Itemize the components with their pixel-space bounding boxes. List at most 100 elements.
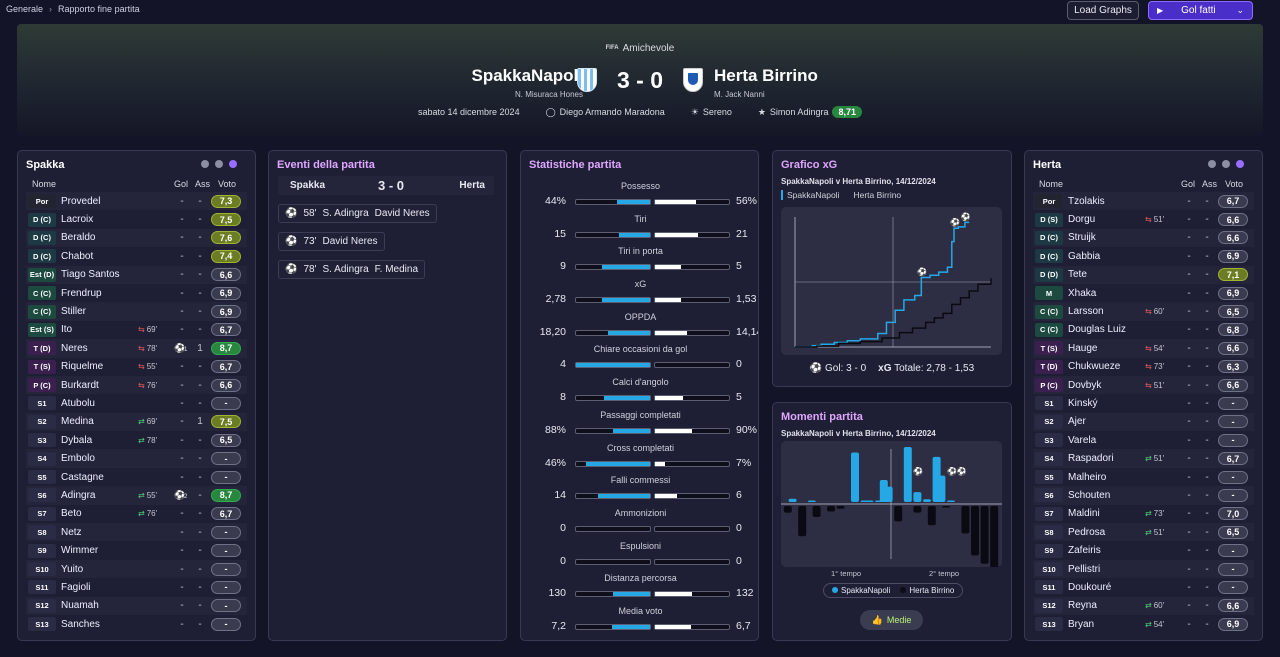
player-row[interactable]: P (C) Burkardt ⇆ 76' - -6,6 — [26, 375, 247, 395]
player-name[interactable]: Burkardt — [61, 379, 99, 391]
player-name[interactable]: Ito — [61, 324, 73, 336]
player-name[interactable]: Adingra — [61, 489, 96, 501]
player-row[interactable]: Est (S) Ito ⇆ 69' - -6,7 — [26, 321, 247, 339]
medie-button[interactable]: 👍 Medie — [860, 610, 923, 630]
gol-fatti-dropdown[interactable]: ▶ Gol fatti ⌄ — [1148, 1, 1253, 20]
col-ass[interactable]: Ass — [195, 179, 211, 189]
player-row[interactable]: S12 Nuamah - - - — [26, 596, 247, 615]
player-name[interactable]: Embolo — [61, 453, 95, 465]
player-name[interactable]: Tzolakis — [1068, 195, 1105, 207]
event-item[interactable]: ⚽ 78' S. Adingra F. Medina — [278, 260, 426, 279]
player-row[interactable]: T (S) Hauge ⇆ 54' - -6,6 — [1033, 339, 1254, 358]
event-item[interactable]: ⚽ 73' David Neres — [278, 232, 385, 251]
player-name[interactable]: Dovbyk — [1068, 379, 1102, 391]
player-name[interactable]: Frendrup — [61, 287, 102, 299]
dot-icon[interactable] — [1208, 160, 1216, 168]
player-row[interactable]: S12 Reyna ⇄ 60' - -6,6 — [1033, 596, 1254, 615]
away-team-name[interactable]: Herta Birrino — [714, 66, 818, 85]
player-row[interactable]: S1 Kinský - - - — [1033, 394, 1254, 412]
player-row[interactable]: T (D) Neres ⇆ 78' ⚽ 1 1 8,7 — [26, 339, 247, 358]
player-row[interactable]: T (D) Chukwueze ⇆ 73' - -6,3 — [1033, 358, 1254, 376]
xg-legend-home[interactable]: SpakkaNapoli — [781, 190, 839, 200]
player-row[interactable]: S5 Malheiro - - - — [1033, 468, 1254, 486]
player-row[interactable]: S9 Zafeiris - - - — [1033, 541, 1254, 559]
player-row[interactable]: S2 Medina ⇄ 69' - 1 7,5 — [26, 412, 247, 432]
player-row[interactable]: S13 Sanches - - - — [26, 615, 247, 633]
player-row[interactable]: S3 Dybala ⇄ 78' - -6,5 — [26, 431, 247, 449]
player-name[interactable]: Provedel — [61, 195, 101, 207]
player-row[interactable]: S10 Pellistri - - - — [1033, 559, 1254, 579]
dot-active-icon[interactable] — [229, 160, 237, 168]
xg-legend-away[interactable]: Herta Birrino — [853, 190, 902, 200]
player-row[interactable]: S10 Yuito - - - — [26, 559, 247, 579]
player-name[interactable]: Schouten — [1068, 489, 1111, 501]
player-name[interactable]: Stiller — [61, 306, 87, 318]
dot-icon[interactable] — [1222, 160, 1230, 168]
player-row[interactable]: P (C) Dovbyk ⇆ 51' - -6,6 — [1033, 375, 1254, 395]
player-row[interactable]: S5 Castagne - - - — [26, 468, 247, 486]
player-name[interactable]: Kinský — [1068, 397, 1098, 409]
player-name[interactable]: Ajer — [1068, 416, 1086, 428]
player-name[interactable]: Hauge — [1068, 342, 1098, 354]
player-name[interactable]: Douglas Luiz — [1068, 324, 1126, 336]
player-name[interactable]: Tete — [1068, 269, 1087, 281]
player-row[interactable]: S7 Maldini ⇄ 73' - -7,0 — [1033, 505, 1254, 523]
player-name[interactable]: Netz — [61, 526, 82, 538]
player-name[interactable]: Pellistri — [1068, 563, 1101, 575]
moments-legend-home[interactable]: SpakkaNapoli — [832, 586, 890, 595]
col-gol[interactable]: Gol — [1181, 179, 1196, 189]
player-name[interactable]: Zafeiris — [1068, 545, 1101, 557]
player-row[interactable]: S2 Ajer - - - — [1033, 412, 1254, 432]
player-row[interactable]: S13 Bryan ⇄ 54' - -6,9 — [1033, 615, 1254, 633]
player-row[interactable]: S8 Pedrosa ⇄ 51' - -6,5 — [1033, 523, 1254, 542]
player-name[interactable]: Struijk — [1068, 232, 1096, 244]
event-item[interactable]: ⚽ 58' S. Adingra David Neres — [278, 204, 437, 223]
player-name[interactable]: Doukouré — [1068, 581, 1112, 593]
player-name[interactable]: Raspadori — [1068, 453, 1114, 465]
col-voto[interactable]: Voto — [218, 179, 237, 189]
player-row[interactable]: D (C) Chabot - -7,4 — [26, 247, 247, 265]
player-row[interactable]: C (C) Larsson ⇆ 60' - -6,5 — [1033, 302, 1254, 321]
player-row[interactable]: S4 Raspadori ⇄ 51' - -6,7 — [1033, 449, 1254, 468]
player-name[interactable]: Reyna — [1068, 600, 1097, 612]
player-row[interactable]: S7 Beto ⇄ 76' - -6,7 — [26, 505, 247, 523]
player-name[interactable]: Tiago Santos — [61, 269, 120, 281]
player-name[interactable]: Dybala — [61, 434, 93, 446]
player-row[interactable]: S8 Netz - - - — [26, 523, 247, 542]
player-name[interactable]: Xhaka — [1068, 287, 1097, 299]
player-name[interactable]: Beraldo — [61, 232, 96, 244]
player-name[interactable]: Maldini — [1068, 508, 1100, 520]
col-name[interactable]: Nome — [32, 179, 57, 189]
dot-active-icon[interactable] — [1236, 160, 1244, 168]
col-ass[interactable]: Ass — [1202, 179, 1218, 189]
player-row[interactable]: S3 Varela - - - — [1033, 431, 1254, 449]
player-name[interactable]: Lacroix — [61, 214, 94, 226]
player-row[interactable]: D (S) Dorgu ⇆ 51' - -6,6 — [1033, 210, 1254, 228]
home-team-name[interactable]: SpakkaNapoli — [471, 66, 584, 85]
player-name[interactable]: Larsson — [1068, 306, 1104, 318]
load-graphs-button[interactable]: Load Graphs — [1067, 1, 1139, 20]
player-name[interactable]: Pedrosa — [1068, 526, 1106, 538]
player-name[interactable]: Wimmer — [61, 545, 99, 557]
player-name[interactable]: Riquelme — [61, 361, 104, 373]
player-row[interactable]: S9 Wimmer - - - — [26, 541, 247, 559]
player-name[interactable]: Medina — [61, 416, 94, 428]
player-name[interactable]: Castagne — [61, 471, 104, 483]
player-row[interactable]: S6 Adingra ⇄ 55' ⚽ 2 -8,7 — [26, 486, 247, 505]
player-row[interactable]: S6 Schouten - - - — [1033, 486, 1254, 505]
player-row[interactable]: D (C) Beraldo - -7,6 — [26, 228, 247, 248]
col-gol[interactable]: Gol — [174, 179, 189, 189]
player-name[interactable]: Chabot — [61, 250, 94, 262]
player-row[interactable]: C (C) Stiller - -6,9 — [26, 302, 247, 321]
player-name[interactable]: Atubolu — [61, 397, 95, 409]
player-row[interactable]: C (C) Frendrup - -6,9 — [26, 284, 247, 302]
player-name[interactable]: Sanches — [61, 618, 100, 630]
col-name[interactable]: Nome — [1039, 179, 1064, 189]
col-voto[interactable]: Voto — [1225, 179, 1244, 189]
player-row[interactable]: D (C) Lacroix - -7,5 — [26, 210, 247, 228]
player-name[interactable]: Varela — [1068, 434, 1097, 446]
player-row[interactable]: S4 Embolo - - - — [26, 449, 247, 468]
player-row[interactable]: D (D) Tete - -7,1 — [1033, 265, 1254, 284]
player-row[interactable]: Est (D) Tiago Santos - -6,6 — [26, 265, 247, 284]
player-name[interactable]: Neres — [61, 342, 88, 354]
